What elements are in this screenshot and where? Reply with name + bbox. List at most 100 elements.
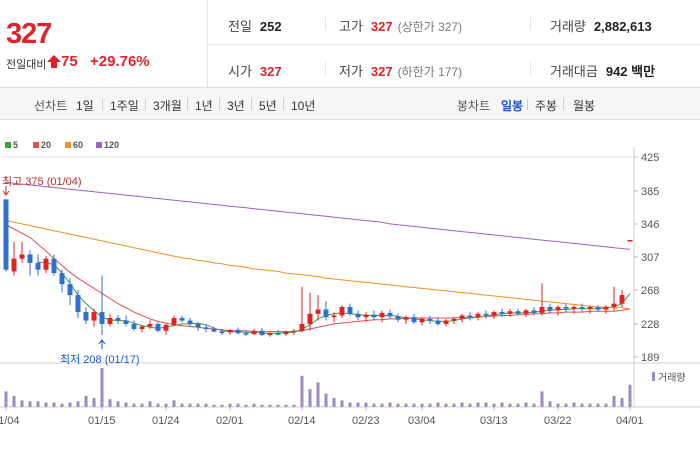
candle-body <box>299 323 305 331</box>
candle-body <box>307 313 313 324</box>
period-1d[interactable]: 1일 <box>76 99 94 113</box>
volume-bar <box>612 395 616 407</box>
ma-line-60 <box>5 220 631 310</box>
candle-body <box>347 307 353 314</box>
low-annotation: 최저 208 (01/17) <box>60 354 140 366</box>
candle-body <box>139 326 145 330</box>
volume-bar <box>628 384 632 407</box>
candle-body <box>267 333 273 335</box>
volume-bar <box>164 403 168 407</box>
candle-body <box>379 312 385 318</box>
period-3m[interactable]: 3개월 <box>153 99 182 113</box>
candle-body <box>435 320 441 324</box>
volume-bar <box>604 403 608 407</box>
period-1y[interactable]: 1년 <box>195 99 213 113</box>
candle-body <box>203 327 209 330</box>
volume-bar <box>572 402 576 407</box>
divider <box>530 62 531 76</box>
volume-bar <box>28 401 32 407</box>
open-price: 시가 327 <box>228 64 282 79</box>
volume-bar <box>356 402 360 407</box>
high-annotation: 최고 375 (01/04) <box>2 176 82 188</box>
candle-body <box>427 318 433 321</box>
volume-bar <box>580 403 584 407</box>
volume-bar <box>108 399 112 407</box>
volume-bar <box>236 403 240 407</box>
volume-bar <box>148 401 152 407</box>
volume-bar <box>484 402 488 407</box>
candle-body <box>115 318 121 321</box>
volume-bar <box>20 400 24 407</box>
volume-bar <box>556 403 560 407</box>
legend-ma120: 120 <box>96 140 119 150</box>
period-1w[interactable]: 1주일 <box>110 99 139 113</box>
candle-body <box>131 323 137 330</box>
period-3y[interactable]: 3년 <box>227 99 245 113</box>
candle-body <box>243 333 249 335</box>
candle-body <box>187 320 193 324</box>
x-tick-label: 01/24 <box>152 415 180 427</box>
volume-bar <box>300 375 304 407</box>
tab-weekly[interactable]: 주봉 <box>535 99 558 113</box>
volume-bar <box>260 404 264 407</box>
candle-body <box>587 307 593 309</box>
y-tick-label: 425 <box>641 152 659 164</box>
candle-body <box>611 303 617 307</box>
candle-body <box>363 314 369 318</box>
tab-daily[interactable]: 일봉 <box>501 99 524 113</box>
candle-body <box>619 295 625 304</box>
volume-bar <box>180 403 184 407</box>
volume-bar <box>268 404 272 407</box>
period-5y[interactable]: 5년 <box>259 99 277 113</box>
candle-body <box>387 312 393 317</box>
quote-row-divider <box>208 44 700 45</box>
x-tick-label: 03/22 <box>544 415 572 427</box>
divider <box>325 62 326 76</box>
x-tick-label: 02/14 <box>288 415 316 427</box>
line-chart-label: 선차트 <box>34 99 68 113</box>
high-price: 고가 327 (상한가 327) <box>339 19 463 34</box>
divider <box>102 99 103 110</box>
candle-body <box>491 312 497 316</box>
low-price: 저가 327 (하한가 177) <box>339 64 463 79</box>
legend-ma60: 60 <box>65 140 83 150</box>
volume-bar <box>68 402 72 407</box>
period-10y[interactable]: 10년 <box>291 99 316 113</box>
candle-body <box>515 311 521 314</box>
volume-bar <box>204 403 208 407</box>
candle-body <box>83 312 89 321</box>
price-summary: 327 전일대비 75 +29.76% <box>0 0 208 88</box>
candle-body <box>339 307 345 316</box>
volume-bar <box>52 402 56 407</box>
candle-body <box>283 331 289 335</box>
candle-body <box>259 330 265 335</box>
volume-bar <box>588 403 592 407</box>
current-price: 327 <box>6 18 52 50</box>
change-label: 전일대비 <box>6 59 47 71</box>
candle-body <box>355 313 361 318</box>
volume-bar <box>4 391 8 407</box>
chart-toolbar: 선차트 1일 1주일 3개월 1년 3년 5년 10년 봉차트 일봉 주봉 월봉 <box>0 88 700 120</box>
volume-bar <box>12 395 16 407</box>
y-tick-label: 307 <box>641 252 659 264</box>
candle-body <box>211 329 217 332</box>
change-percent: +29.76% <box>90 53 150 70</box>
candle-body <box>563 307 569 309</box>
volume-bar <box>244 404 248 407</box>
divider <box>527 99 528 110</box>
volume-bar <box>500 402 504 407</box>
candle-body <box>331 315 337 318</box>
candle-body <box>11 258 17 272</box>
candle-body <box>483 313 489 316</box>
volume-bar <box>524 402 528 407</box>
candle-body <box>555 307 561 311</box>
up-arrow-icon <box>47 55 61 68</box>
candle-body <box>67 284 73 296</box>
volume-bar <box>92 398 96 407</box>
tab-monthly[interactable]: 월봉 <box>573 99 596 113</box>
candle-body <box>443 320 449 324</box>
candle-body <box>627 240 633 242</box>
volume-bar <box>332 398 336 407</box>
volume-bar <box>492 403 496 407</box>
volume-bar <box>140 403 144 407</box>
